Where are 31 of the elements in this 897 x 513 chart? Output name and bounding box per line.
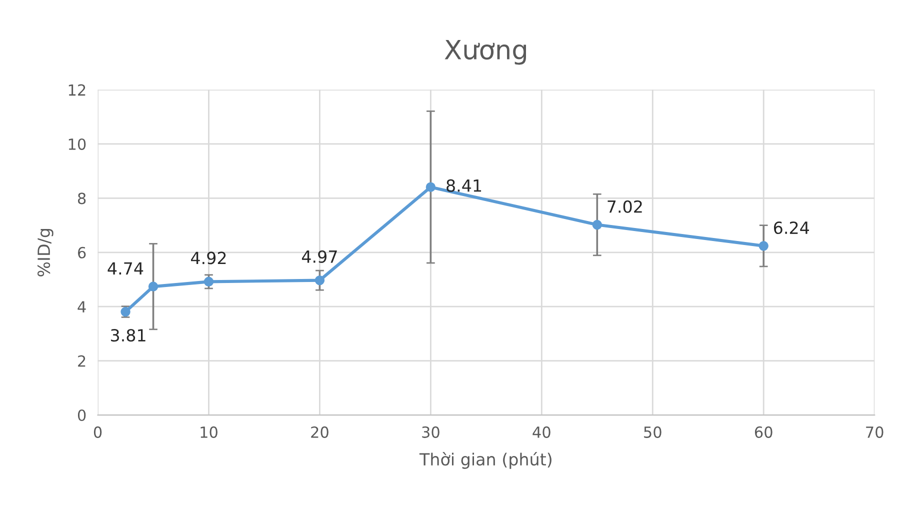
point <box>204 276 214 287</box>
x-axis-title: Thời gian (phút) <box>419 452 552 469</box>
x-tick-label: 0 <box>94 426 102 438</box>
data-label: 8.41 <box>446 179 482 192</box>
data-label: 7.02 <box>608 200 642 213</box>
point <box>592 220 602 230</box>
data-label: 4.97 <box>302 250 337 263</box>
data-label: 6.24 <box>774 221 809 234</box>
data-label: 3.81 <box>111 328 146 342</box>
x-tick-label: 60 <box>754 426 772 438</box>
x-tick-label: 10 <box>200 426 218 438</box>
x-tick-label: 40 <box>532 426 550 438</box>
y-axis-title: %ID/g <box>37 229 54 276</box>
point <box>148 282 158 292</box>
y-tick-label: 8 <box>78 192 86 204</box>
y-tick-label: 12 <box>68 84 86 96</box>
x-tick-label: 20 <box>311 426 328 438</box>
y-tick-label: 4 <box>78 301 86 312</box>
point <box>314 275 325 286</box>
y-tick-label: 0 <box>78 409 86 422</box>
data-label: 4.74 <box>108 262 144 274</box>
data-label: 4.92 <box>191 252 226 264</box>
chart-title: Xương <box>444 40 526 65</box>
point <box>758 241 768 251</box>
y-tick-label: 2 <box>78 355 86 367</box>
x-tick-label: 50 <box>644 426 662 438</box>
point <box>426 182 436 192</box>
x-tick-label: 70 <box>866 426 884 438</box>
y-tick-label: 6 <box>78 246 86 258</box>
x-tick-label: 30 <box>422 426 440 438</box>
y-tick-label: 10 <box>68 138 86 150</box>
